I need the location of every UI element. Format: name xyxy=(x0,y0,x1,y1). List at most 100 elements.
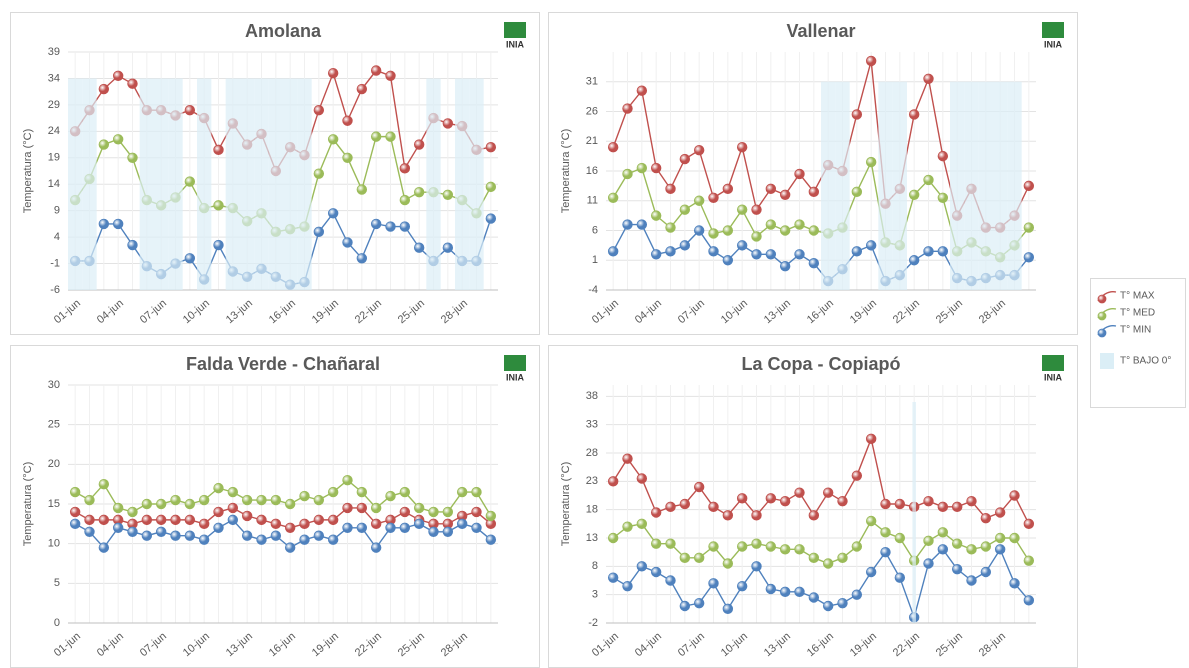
data-point xyxy=(69,506,81,518)
data-point xyxy=(607,192,619,203)
data-point xyxy=(751,249,762,260)
data-point xyxy=(779,544,791,555)
data-point xyxy=(665,538,676,549)
data-point xyxy=(923,174,934,186)
data-point xyxy=(98,139,110,150)
data-point xyxy=(98,218,110,230)
data-point xyxy=(313,104,325,116)
data-point xyxy=(456,486,468,498)
data-point xyxy=(342,152,353,163)
data-point xyxy=(736,580,748,592)
data-point xyxy=(1023,252,1035,263)
data-point xyxy=(241,510,253,522)
y-tick-label: 26 xyxy=(586,105,598,117)
y-tick-label: 5 xyxy=(54,577,60,589)
data-point xyxy=(794,168,805,180)
data-point xyxy=(256,494,267,506)
data-point xyxy=(607,476,619,487)
data-point xyxy=(127,526,138,537)
data-point xyxy=(485,213,497,224)
data-point xyxy=(270,530,282,541)
data-point xyxy=(284,522,296,534)
data-point xyxy=(880,527,891,538)
data-point xyxy=(751,231,762,242)
data-point xyxy=(736,204,748,215)
legend-swatch-dot xyxy=(1097,311,1107,321)
chart-panel: Falda Verde - Chañaral INIA Temperatura (°… xyxy=(10,345,540,668)
shade-bar xyxy=(168,78,183,290)
data-point xyxy=(84,514,95,526)
logo-icon xyxy=(1042,355,1064,371)
data-point xyxy=(342,474,353,486)
data-point xyxy=(808,552,820,564)
data-point xyxy=(213,239,224,251)
data-point xyxy=(865,433,877,445)
data-point xyxy=(937,150,949,162)
y-tick-label: -1 xyxy=(50,257,60,269)
data-point xyxy=(69,518,81,530)
y-tick-label: 11 xyxy=(587,195,598,207)
y-tick-label: 19 xyxy=(48,152,60,164)
shade-bar xyxy=(892,81,907,290)
data-point xyxy=(693,552,705,564)
data-point xyxy=(865,566,877,578)
y-tick-label: -4 xyxy=(588,284,598,296)
y-tick-label: 34 xyxy=(48,72,60,84)
data-point xyxy=(1023,180,1035,192)
data-point xyxy=(650,538,662,549)
data-point xyxy=(665,575,676,586)
data-point xyxy=(270,494,282,506)
data-point xyxy=(327,208,339,219)
data-point xyxy=(837,552,848,564)
data-point xyxy=(1009,532,1020,544)
data-point xyxy=(822,600,834,612)
data-point xyxy=(722,255,734,266)
data-point xyxy=(908,189,920,201)
data-point xyxy=(299,490,310,502)
data-point xyxy=(765,219,777,230)
data-point xyxy=(1023,518,1035,530)
data-point xyxy=(428,526,439,537)
data-point xyxy=(442,506,454,518)
data-point xyxy=(84,526,95,537)
data-point xyxy=(636,561,648,572)
data-point xyxy=(256,514,267,526)
data-point xyxy=(356,83,368,95)
data-point xyxy=(980,541,992,552)
data-point xyxy=(1023,222,1035,233)
data-point xyxy=(880,546,891,558)
data-point xyxy=(413,518,425,530)
data-point xyxy=(485,534,497,545)
data-point xyxy=(213,522,224,534)
data-point xyxy=(636,473,648,484)
y-tick-label: 20 xyxy=(48,458,60,470)
data-point xyxy=(370,518,382,530)
data-point xyxy=(241,530,253,541)
data-point xyxy=(471,486,482,498)
data-point xyxy=(679,498,691,510)
shade-bar xyxy=(197,78,212,290)
data-point xyxy=(808,186,820,198)
data-point xyxy=(808,510,820,521)
data-point xyxy=(607,532,619,544)
data-point xyxy=(765,583,777,595)
data-point xyxy=(184,253,196,264)
data-point xyxy=(413,139,425,150)
chart-title: La Copa - Copiapó xyxy=(742,354,901,374)
y-tick-label: 18 xyxy=(586,504,598,516)
data-point xyxy=(413,242,425,253)
data-point xyxy=(213,482,224,494)
data-point xyxy=(822,558,834,569)
data-point xyxy=(69,486,81,498)
y-tick-label: 30 xyxy=(48,379,60,391)
data-point xyxy=(937,192,949,203)
data-point xyxy=(693,597,705,609)
y-tick-label: 15 xyxy=(48,498,60,510)
data-point xyxy=(485,181,497,193)
data-point xyxy=(327,514,339,526)
legend-label: T° MED xyxy=(1120,308,1155,319)
data-point xyxy=(650,210,662,221)
data-point xyxy=(112,522,124,534)
